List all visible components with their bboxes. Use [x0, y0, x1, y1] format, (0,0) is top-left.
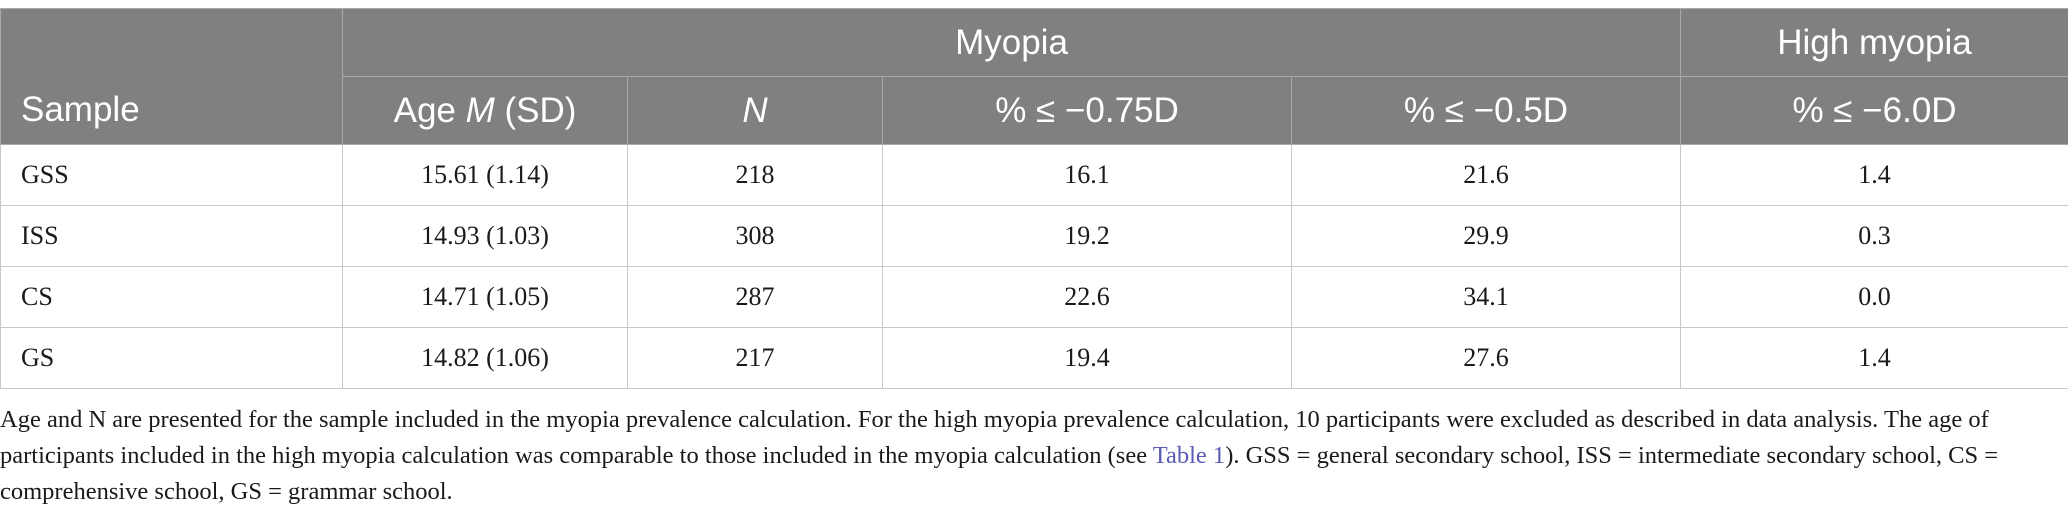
table-row: GS 14.82 (1.06) 217 19.4 27.6 1.4 — [0, 327, 2068, 389]
header-age-suffix: (SD) — [494, 90, 577, 130]
footnote-text-end: ). GSS = general secondary school, ISS =… — [0, 442, 1999, 505]
header-age-mean: M — [465, 90, 495, 130]
table-row: CS 14.71 (1.05) 287 22.6 34.1 0.0 — [0, 266, 2068, 328]
cell-myopia-05: 21.6 — [1290, 144, 1682, 206]
cell-myopia-05: 34.1 — [1290, 266, 1682, 328]
table-body: GSS 15.61 (1.14) 218 16.1 21.6 1.4 ISS 1… — [0, 144, 2068, 389]
header-group-high-myopia: High myopia — [1680, 8, 2068, 77]
cell-sample: GSS — [0, 144, 343, 206]
header-sample: Sample — [0, 8, 343, 145]
header-myopia-075: % ≤ −0.75D — [882, 76, 1292, 145]
cell-sample: CS — [0, 266, 343, 328]
cell-sample: GS — [0, 327, 343, 389]
header-high-myopia-6: % ≤ −6.0D — [1680, 76, 2068, 145]
cell-age: 14.71 (1.05) — [342, 266, 628, 328]
table-row: ISS 14.93 (1.03) 308 19.2 29.9 0.3 — [0, 205, 2068, 267]
cell-sample: ISS — [0, 205, 343, 267]
cell-n: 217 — [627, 327, 883, 389]
cell-age: 14.93 (1.03) — [342, 205, 628, 267]
header-age: Age M (SD) — [342, 76, 628, 145]
myopia-prevalence-table: Sample Myopia High myopia Age M (SD) N %… — [0, 8, 2068, 389]
cell-age: 14.82 (1.06) — [342, 327, 628, 389]
table-row: GSS 15.61 (1.14) 218 16.1 21.6 1.4 — [0, 144, 2068, 206]
table-1-link[interactable]: Table 1 — [1152, 442, 1226, 469]
header-n: N — [627, 76, 883, 145]
cell-high-myopia: 1.4 — [1680, 327, 2068, 389]
header-age-prefix: Age — [393, 90, 466, 130]
cell-myopia-075: 19.2 — [882, 205, 1292, 267]
cell-myopia-075: 19.4 — [882, 327, 1292, 389]
cell-high-myopia: 0.0 — [1680, 266, 2068, 328]
cell-myopia-075: 22.6 — [882, 266, 1292, 328]
header-myopia-05: % ≤ −0.5D — [1290, 76, 1682, 145]
cell-n: 218 — [627, 144, 883, 206]
cell-myopia-05: 27.6 — [1290, 327, 1682, 389]
cell-n: 308 — [627, 205, 883, 267]
table-footnote: Age and N are presented for the sample i… — [0, 402, 2060, 510]
cell-high-myopia: 1.4 — [1680, 144, 2068, 206]
cell-myopia-075: 16.1 — [882, 144, 1292, 206]
header-row-columns: Age M (SD) N % ≤ −0.75D % ≤ −0.5D % ≤ −6… — [1, 76, 2068, 145]
cell-high-myopia: 0.3 — [1680, 205, 2068, 267]
footnote-text-start: Age and N are presented for the sample i… — [0, 406, 1989, 469]
myopia-table-container: Sample Myopia High myopia Age M (SD) N %… — [0, 8, 2068, 389]
table-header: Sample Myopia High myopia Age M (SD) N %… — [0, 8, 2068, 145]
cell-myopia-05: 29.9 — [1290, 205, 1682, 267]
cell-n: 287 — [627, 266, 883, 328]
header-row-groups: Sample Myopia High myopia — [0, 8, 2068, 145]
cell-age: 15.61 (1.14) — [342, 144, 628, 206]
header-group-myopia: Myopia — [341, 8, 1682, 77]
